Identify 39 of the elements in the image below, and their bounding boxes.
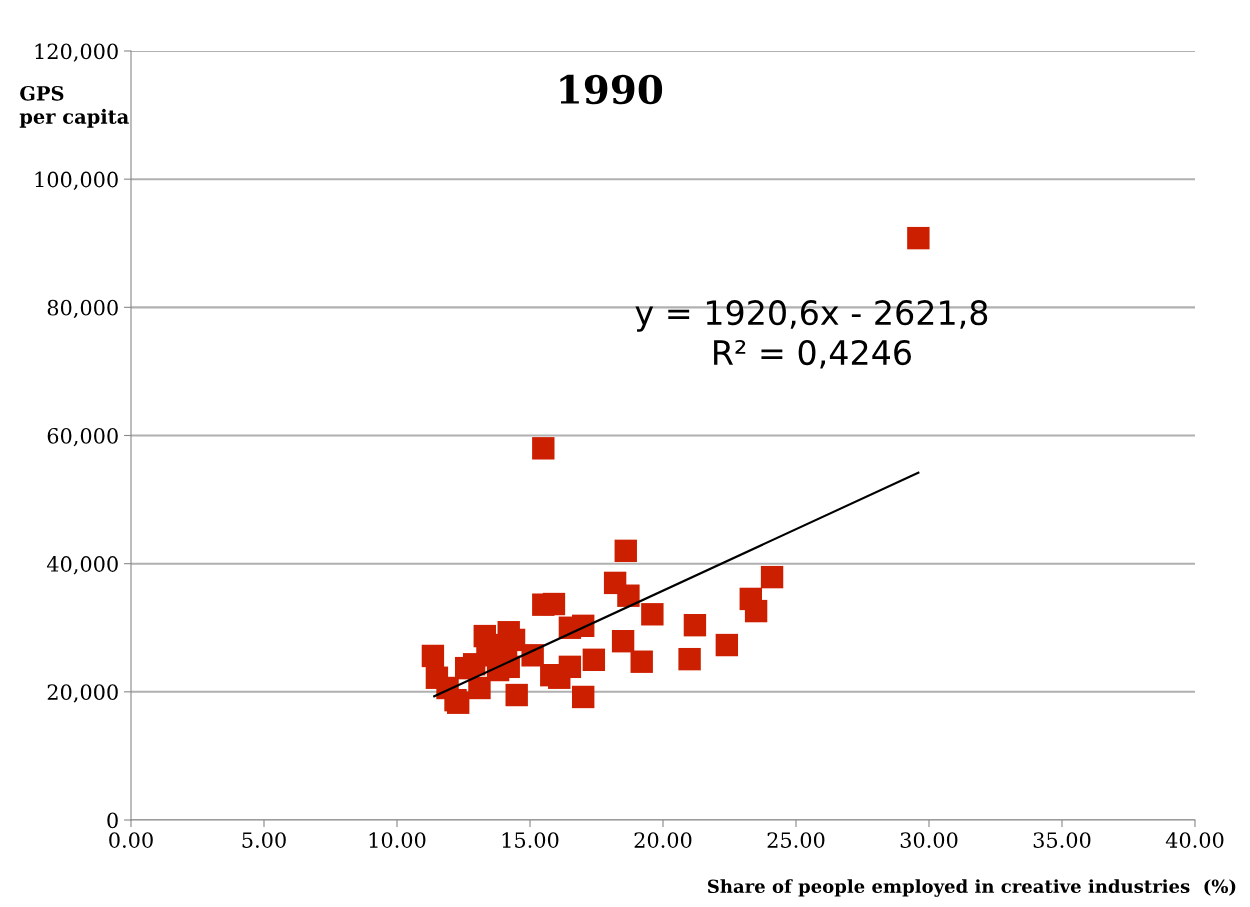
x-tick-label: 15.00 — [502, 832, 559, 848]
y-tick-label: 80,000 — [47, 299, 118, 319]
y-tick-label: 100,000 — [35, 171, 118, 190]
point — [617, 584, 640, 607]
point — [678, 647, 701, 671]
x-tick-label: 40.00 — [1165, 832, 1224, 848]
point — [907, 226, 930, 250]
point — [505, 683, 528, 707]
point — [468, 676, 491, 700]
point — [611, 630, 635, 653]
y-tick-label: 120,000 — [35, 43, 118, 62]
point — [572, 685, 595, 709]
x-tick-label: 35.00 — [1033, 832, 1091, 848]
x-axis-title: Share of people employed in creative industries (%) — [708, 879, 1236, 897]
point — [582, 648, 606, 671]
y-tick-label: 0 — [107, 812, 118, 829]
x-tick-label: 30.00 — [900, 832, 958, 848]
y-tick-label: 60,000 — [47, 427, 118, 447]
x-tick-label: 10.00 — [369, 832, 426, 848]
x-tick-label: 20.00 — [634, 832, 692, 848]
point — [760, 565, 784, 589]
x-tick-label: 5.00 — [242, 832, 286, 848]
chart-title: 1990 — [560, 74, 663, 105]
point — [715, 633, 739, 657]
point — [558, 655, 582, 679]
point — [744, 599, 768, 623]
y-axis-title: GPS per capita — [19, 85, 129, 128]
x-tick-label: 0.00 — [109, 832, 153, 848]
point — [683, 613, 707, 637]
y-tick-label: 40,000 — [46, 556, 118, 575]
annotation: y = 1920,6x - 2621,8 R² = 0,4246 — [635, 300, 988, 369]
point — [542, 592, 566, 616]
point — [641, 603, 664, 626]
point — [421, 644, 445, 668]
point — [614, 539, 637, 563]
x-tick-label: 25.00 — [767, 832, 825, 848]
point — [532, 437, 555, 460]
y-tick-label: 20,000 — [47, 684, 118, 703]
point — [630, 650, 653, 673]
